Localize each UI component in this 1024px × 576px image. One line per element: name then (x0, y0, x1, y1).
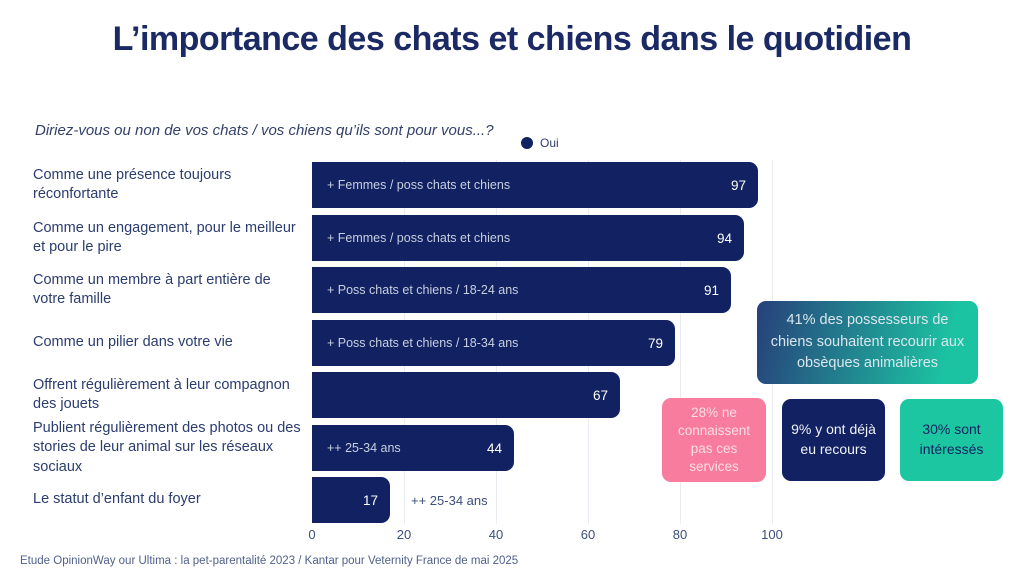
bar-annotation: + Poss chats et chiens / 18-24 ans (327, 283, 519, 297)
x-axis-tick-label: 80 (672, 527, 688, 542)
x-axis-tick-label: 20 (396, 527, 412, 542)
bar: + Femmes / poss chats et chiens 94 (312, 215, 744, 261)
page-title: L’importance des chats et chiens dans le… (112, 20, 912, 58)
bar-annotation: ++ 25-34 ans (327, 441, 401, 455)
x-axis-tick-label: 40 (488, 527, 504, 542)
callout-9-eu-recours: 9% y ont déjà eu recours (782, 399, 885, 481)
bar-annotation-outside: ++ 25-34 ans (411, 492, 488, 508)
x-axis-tick-label: 60 (580, 527, 596, 542)
legend: Oui (521, 136, 559, 150)
category-label: Comme une présence toujours réconfortant… (33, 166, 232, 202)
callout-28-text: 28% ne connaissent pas ces services (677, 404, 751, 475)
chart-question: Diriez-vous ou non de vos chats / vos ch… (35, 122, 494, 139)
bar-annotation: + Femmes / poss chats et chiens (327, 178, 511, 192)
callout-obseques-41-text: 41% des possesseurs de chiens souhaitent… (770, 311, 965, 372)
bar-annotation: + Femmes / poss chats et chiens (327, 231, 511, 245)
callout-30-text: 30% sont intéressés (919, 421, 984, 457)
legend-dot-icon (521, 137, 533, 149)
x-axis-tick-label: 0 (308, 527, 316, 542)
category-label: Comme un engagement, pour le meilleur et… (33, 219, 296, 255)
bar-value-label: 44 (486, 440, 502, 456)
bar-value-label: 91 (703, 282, 719, 298)
category-label: Comme un membre à part entière de votre … (33, 271, 271, 307)
category-label: Offrent régulièrement à leur compagnon d… (33, 376, 290, 412)
callout-obseques-41: 41% des possesseurs de chiens souhaitent… (757, 301, 978, 384)
legend-label: Oui (540, 136, 559, 150)
bar: + Femmes / poss chats et chiens 97 (312, 162, 758, 208)
bar: + Poss chats et chiens / 18-34 ans 79 (312, 320, 675, 366)
callout-28-ne-connaissent: 28% ne connaissent pas ces services (662, 398, 766, 482)
bar: ++ 25-34 ans 44 (312, 425, 514, 471)
x-axis-tick-label: 100 (761, 527, 783, 542)
category-label: Publient régulièrement des photos ou des… (33, 420, 301, 475)
bar: 17 (312, 477, 390, 523)
source-footer: Etude OpinionWay our Ultima : la pet-par… (20, 555, 519, 567)
callout-9-text: 9% y ont déjà eu recours (791, 421, 876, 457)
bar: + Poss chats et chiens / 18-24 ans 91 (312, 267, 731, 313)
callout-30-interesses: 30% sont intéressés (900, 399, 1003, 481)
bar: 67 (312, 372, 620, 418)
category-label: Le statut d’enfant du foyer (33, 491, 201, 508)
bar-value-label: 94 (716, 230, 732, 246)
bar-value-label: 79 (647, 335, 663, 351)
bar-value-label: 97 (730, 177, 746, 193)
bar-annotation: + Poss chats et chiens / 18-34 ans (327, 336, 519, 350)
chart-gridline (680, 160, 681, 524)
category-label: Comme un pilier dans votre vie (33, 334, 233, 351)
bar-value-label: 67 (592, 387, 608, 403)
bar-value-label: 17 (362, 492, 378, 508)
